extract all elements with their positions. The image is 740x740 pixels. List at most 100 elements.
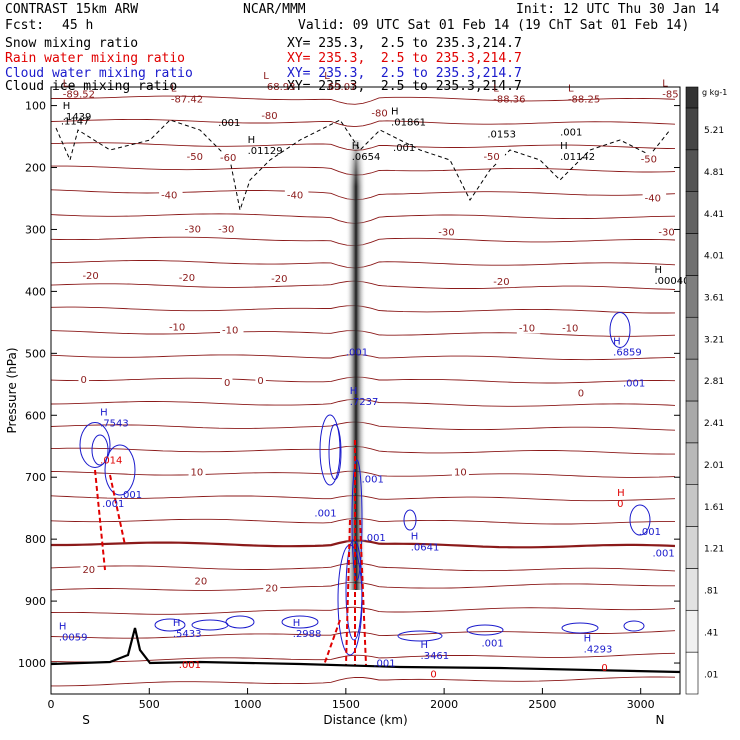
- field-snow-label: Snow mixing ratio: [5, 36, 139, 51]
- colorbar-swatch: [685, 526, 699, 569]
- isotherm-label-bg: [176, 271, 201, 283]
- low-marker: L: [568, 84, 574, 95]
- cloud-water-value: .001: [639, 527, 661, 538]
- isotherm-label: -30: [438, 228, 454, 239]
- rain-contour: [109, 474, 126, 546]
- rain-contour: [345, 519, 351, 666]
- low-value: -69.07: [324, 82, 356, 93]
- x-tick-label: 0: [48, 698, 55, 711]
- cloud-water-marker: H: [100, 408, 108, 419]
- cloud-water-value: .4293: [584, 645, 613, 656]
- isotherm-label-bg: [159, 189, 183, 201]
- cloud-water-marker: H: [421, 640, 429, 651]
- ice-max-marker: H: [391, 107, 399, 118]
- plot-frame: [50, 86, 681, 695]
- x-tick-label: 1000: [234, 698, 262, 711]
- y-tick-label: 300: [25, 223, 46, 236]
- ice-max-value: .0654: [352, 152, 381, 163]
- field-rain-label: Rain water mixing ratio: [5, 51, 186, 66]
- x-end-right: N: [656, 713, 665, 727]
- isotherm-label: 0: [578, 389, 584, 400]
- cloud-water-value: .5433: [173, 629, 202, 640]
- isotherm-label-bg: [188, 466, 206, 478]
- low-marker: L: [493, 84, 499, 95]
- rain-value: .014: [100, 456, 122, 467]
- isotherm-label-bg: [369, 107, 393, 119]
- x-end-left: S: [82, 713, 90, 727]
- isotherm-line: [51, 95, 676, 105]
- isotherm-label: -50: [483, 152, 499, 163]
- colorbar-label: .81: [704, 587, 718, 597]
- colorbar-swatch: [685, 275, 699, 318]
- isotherm-label: -50: [641, 154, 657, 165]
- cloud-water-contour: [397, 630, 443, 642]
- ice-max-marker: H: [63, 101, 71, 112]
- colorbar-swatch: [685, 316, 699, 360]
- ice-max-marker: H: [352, 141, 360, 152]
- isotherm-label: 20: [265, 584, 278, 595]
- isotherm-label: -40: [161, 190, 177, 201]
- low-marker: L: [662, 79, 668, 90]
- cloud-water-contour: [79, 422, 111, 468]
- cloud-water-value: .001: [362, 474, 384, 485]
- init-time: Init: 12 UTC Thu 30 Jan 14: [516, 2, 720, 17]
- colorbar-label: 4.01: [704, 252, 724, 262]
- isotherm-label-bg: [220, 324, 244, 336]
- rain-water-contours: [94, 440, 367, 666]
- low-marker: L: [324, 71, 330, 82]
- isotherm-label: 0: [80, 375, 86, 386]
- cloud-water-contour: [319, 414, 341, 486]
- y-tick-label: 800: [25, 533, 46, 546]
- cloud-water-contour: [466, 624, 504, 636]
- low-value: -85: [662, 90, 678, 101]
- low-value: -88.36: [493, 95, 525, 106]
- x-tick-label: 2500: [528, 698, 556, 711]
- colorbar-label: .01: [704, 670, 718, 680]
- rain-contour: [359, 519, 367, 666]
- rain-contour: [94, 469, 106, 571]
- colorbar-unit: g kg-1: [702, 88, 727, 97]
- isotherm-label: -50: [187, 152, 203, 163]
- isotherm-line: [51, 118, 676, 128]
- cloud-water-value: .001: [364, 533, 386, 544]
- cloud-water-contour: [629, 504, 651, 536]
- colorbar-label: 1.21: [704, 545, 724, 555]
- cloud-water-marker: H: [59, 621, 67, 632]
- isotherm-label: -80: [371, 109, 387, 120]
- ice-max-value: .0153: [487, 129, 516, 140]
- low-marker: L: [171, 84, 177, 95]
- cloud-water-value: .001: [481, 638, 503, 649]
- cloud-water-value: .001: [102, 499, 124, 510]
- cloud-water-contour: [91, 434, 109, 466]
- cloud-water-contour: [104, 444, 136, 496]
- rain-value: 0: [601, 663, 607, 674]
- ice-max-value: .1439: [63, 112, 92, 123]
- cloud-water-value: .2988: [293, 629, 322, 640]
- isotherm-label: 0: [257, 376, 263, 387]
- cloud-water-contour: [281, 615, 319, 629]
- isotherm-label-bg: [259, 110, 283, 122]
- isotherm-label-bg: [560, 322, 584, 334]
- isotherm-label: 10: [191, 467, 204, 478]
- isotherm-label: 0: [224, 378, 230, 389]
- low-marker: L: [63, 79, 69, 90]
- cloud-water-marker: H: [173, 618, 181, 629]
- isotherm-label-bg: [221, 377, 233, 389]
- rain-marker: H: [617, 488, 625, 499]
- colorbar-swatch: [685, 484, 699, 527]
- colorbar-swatch: [685, 442, 699, 485]
- valid-time: Valid: 09 UTC Sat 01 Feb 14 (19 ChT Sat …: [298, 18, 690, 33]
- cloud-water-contour: [225, 615, 255, 629]
- colorbar-label: 4.81: [704, 168, 724, 178]
- cloud-water-marker: H: [293, 618, 301, 629]
- cloud-water-value: .7543: [100, 419, 129, 430]
- colorbar-swatch: [685, 609, 699, 653]
- isotherm-label: 20: [194, 576, 207, 587]
- colorbar-swatch: [685, 149, 699, 192]
- ice-max-value: .01861: [391, 118, 426, 129]
- ice-max-marker: H: [560, 141, 568, 152]
- isotherm-label-bg: [78, 373, 89, 385]
- cloud-water-value: .001: [373, 658, 395, 669]
- isotherm-label-bg: [491, 276, 515, 288]
